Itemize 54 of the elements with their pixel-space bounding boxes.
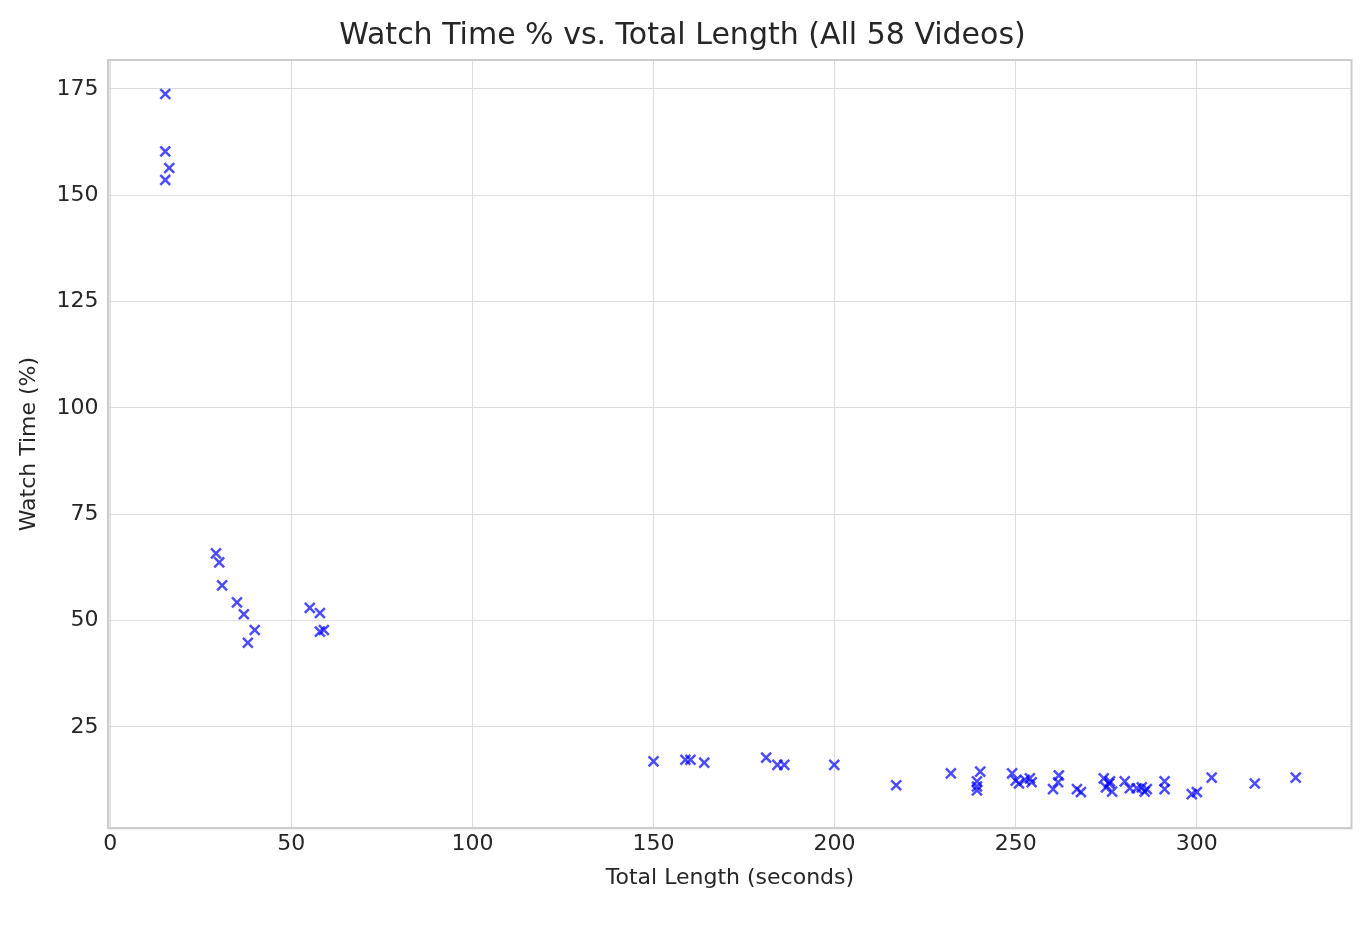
point xyxy=(1123,782,1137,795)
point xyxy=(1018,773,1031,786)
y-tick-label: 175 xyxy=(56,74,99,100)
y-tick-label: 75 xyxy=(70,500,99,525)
point xyxy=(1185,787,1198,801)
point xyxy=(215,579,229,592)
x-tick-label: 250 xyxy=(994,830,1037,856)
point xyxy=(890,779,903,792)
point xyxy=(237,608,251,621)
point xyxy=(759,751,773,764)
point xyxy=(313,625,327,638)
chart-title: Watch Time % vs. Total Length (All 58 Videos) xyxy=(339,15,1026,51)
x-tick-label: 200 xyxy=(813,830,856,856)
x-tick-label: 150 xyxy=(632,830,675,856)
point xyxy=(313,606,327,620)
point xyxy=(1135,781,1148,794)
point xyxy=(1074,785,1088,799)
point xyxy=(698,756,711,769)
x-tick-label: 100 xyxy=(451,830,494,856)
point xyxy=(1190,785,1204,799)
point xyxy=(771,758,784,772)
point xyxy=(1130,782,1143,795)
point xyxy=(778,758,791,772)
point xyxy=(241,636,255,649)
point xyxy=(230,596,244,609)
point xyxy=(1070,782,1084,796)
point xyxy=(159,87,172,101)
point xyxy=(679,753,692,766)
y-tick-label: 50 xyxy=(70,606,99,632)
x-axis-title: Total Length (seconds) xyxy=(604,863,855,889)
point xyxy=(303,601,316,615)
y-tick-label: 25 xyxy=(70,712,99,738)
x-tick-label: 300 xyxy=(1175,830,1218,856)
point xyxy=(1289,771,1302,784)
point xyxy=(1046,782,1060,796)
point xyxy=(1248,777,1261,790)
point xyxy=(647,755,660,768)
point xyxy=(1023,772,1037,785)
y-axis-title: Watch Time (%) xyxy=(14,356,40,532)
y-tick-label: 125 xyxy=(56,287,99,313)
point xyxy=(1118,775,1131,788)
point xyxy=(970,780,984,793)
x-tick-label: 0 xyxy=(103,830,118,856)
x-tick-label: 50 xyxy=(277,830,306,856)
point xyxy=(159,145,172,158)
point xyxy=(317,623,331,637)
point xyxy=(248,623,261,637)
point xyxy=(684,753,697,766)
point xyxy=(828,758,841,772)
point xyxy=(1205,771,1218,784)
y-tick-label: 150 xyxy=(56,180,99,206)
point xyxy=(1025,776,1038,789)
point xyxy=(944,767,958,780)
y-tick-label: 100 xyxy=(56,393,99,419)
